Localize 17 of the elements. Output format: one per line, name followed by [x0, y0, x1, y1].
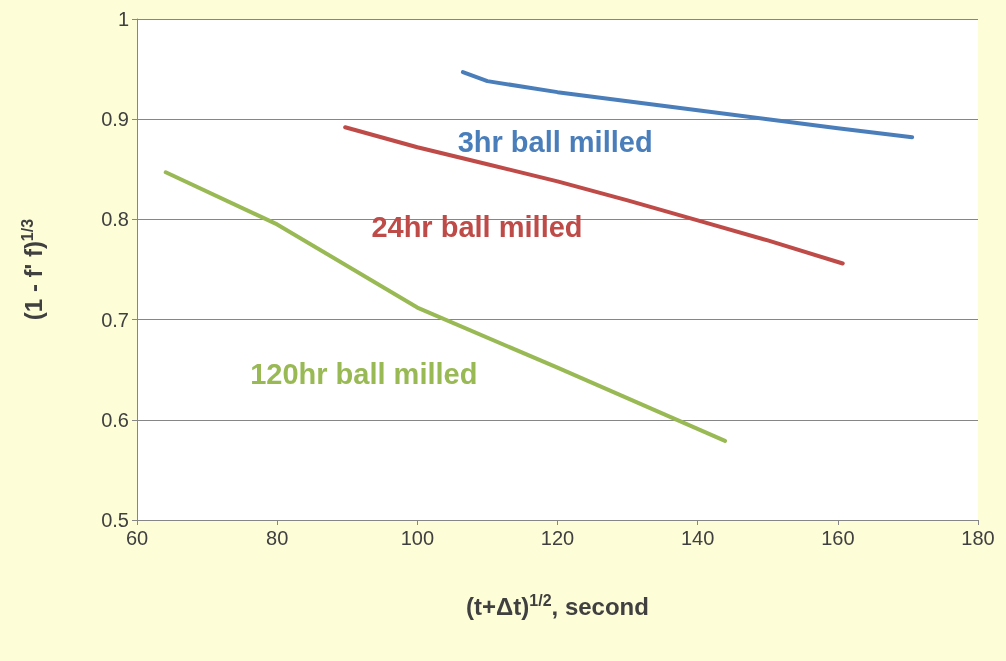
line-series — [163, 170, 727, 443]
y-axis-title: (1 - f' f)1/3 — [18, 218, 47, 321]
y-tick-label: 1 — [117, 8, 129, 30]
y-tick-label: 0.6 — [101, 408, 129, 431]
series-label: 24hr ball milled — [371, 211, 583, 244]
x-tick-label: 160 — [821, 527, 855, 549]
y-tick-label: 0.8 — [101, 208, 129, 231]
line-series — [343, 125, 845, 266]
x-tick-label: 120 — [540, 527, 575, 549]
series-label: 120hr ball milled — [250, 358, 478, 391]
x-tick-label: 80 — [266, 527, 289, 549]
x-tick-label: 100 — [400, 527, 435, 549]
series-label: 3hr ball milled — [457, 126, 653, 159]
y-tick-label: 0.7 — [101, 308, 129, 331]
x-tick-label: 140 — [680, 527, 715, 549]
y-tick-label: 0.9 — [101, 108, 129, 131]
x-tick-label: 180 — [961, 527, 995, 549]
